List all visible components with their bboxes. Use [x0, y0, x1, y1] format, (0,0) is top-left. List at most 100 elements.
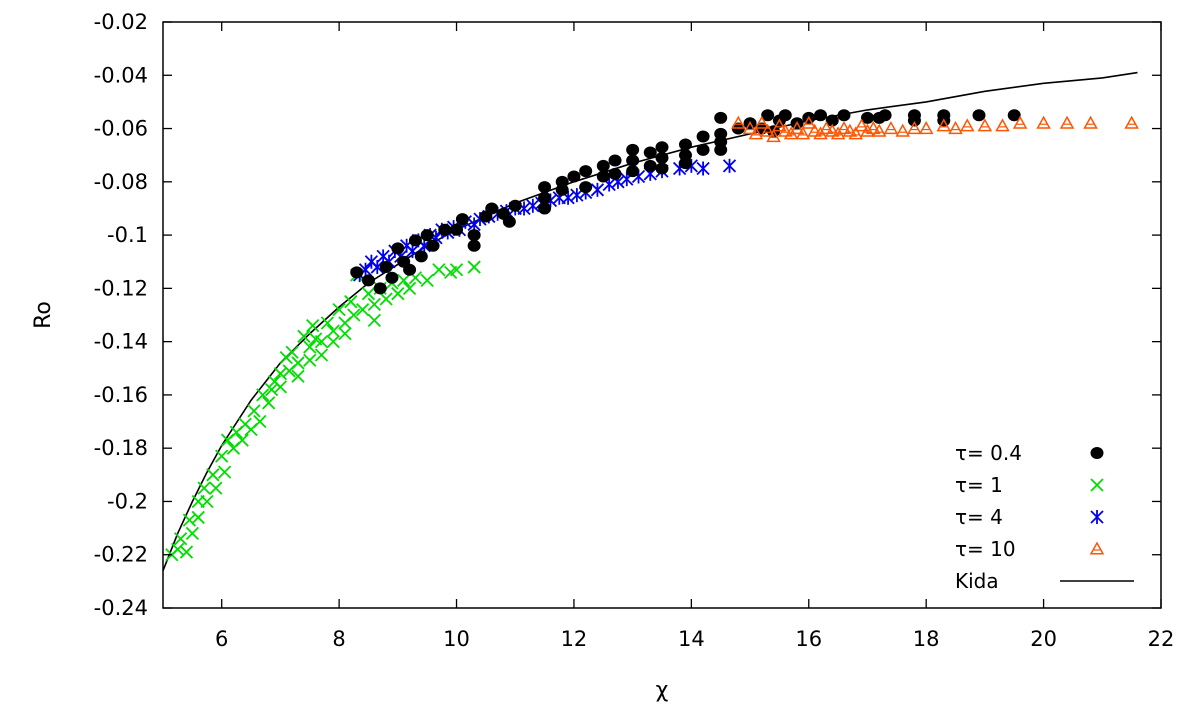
data-point: [285, 345, 299, 359]
data-point: [936, 118, 952, 132]
data-point: [361, 274, 375, 287]
data-point: [467, 239, 481, 252]
data-point: [760, 123, 775, 137]
data-point: [977, 118, 993, 132]
data-point: [655, 151, 669, 164]
x-tick-label: 10: [443, 627, 470, 651]
data-point: [314, 334, 329, 349]
data-point: [191, 510, 205, 525]
plot-frame: [162, 21, 1162, 609]
data-point: [455, 213, 469, 226]
data-point: [373, 282, 387, 295]
data-point: [714, 111, 728, 124]
data-point: [972, 109, 986, 122]
data-point: [320, 316, 335, 330]
data-point: [264, 382, 279, 397]
data-point: [696, 161, 710, 176]
data-point: [215, 449, 229, 463]
data-point: [449, 263, 464, 277]
x-tick-label: 6: [215, 627, 228, 651]
data-point: [590, 182, 605, 197]
data-point: [347, 308, 361, 322]
data-point: [655, 162, 669, 175]
data-point: [538, 181, 552, 194]
data-point: [895, 123, 910, 137]
data-point: [385, 271, 399, 284]
data-point: [1036, 115, 1051, 129]
data-point: [754, 115, 770, 129]
y-tick-label: -0.02: [94, 10, 148, 34]
data-point: [314, 348, 329, 362]
x-tick-label: 18: [913, 627, 940, 651]
data-point: [878, 109, 892, 122]
data-point: [579, 181, 593, 194]
data-point: [200, 494, 214, 509]
data-point: [626, 143, 640, 156]
legend-entry-marker: [1090, 478, 1104, 492]
data-point: [338, 327, 352, 341]
data-point: [218, 465, 232, 479]
data-point: [179, 545, 194, 559]
data-point: [502, 215, 516, 228]
data-point: [778, 123, 793, 137]
legend-entry-label: τ= 10: [955, 537, 1016, 561]
data-point: [538, 191, 552, 204]
data-point: [819, 121, 834, 135]
data-point: [655, 141, 669, 154]
y-tick-label: -0.16: [94, 383, 148, 407]
data-points-layer: [165, 109, 1139, 562]
data-point: [273, 366, 288, 381]
data-point: [1083, 115, 1098, 129]
x-tick-label: 12: [561, 627, 588, 651]
data-point: [391, 242, 405, 255]
data-point: [766, 128, 781, 143]
data-point: [778, 109, 792, 122]
data-point: [883, 121, 899, 135]
data-point: [643, 159, 657, 172]
data-point: [306, 319, 320, 333]
data-point: [256, 388, 270, 402]
data-point: [182, 513, 197, 527]
data-point: [1007, 109, 1021, 122]
data-point: [567, 170, 581, 183]
series-0-points: [350, 109, 1021, 295]
y-tick-label: -0.06: [94, 117, 148, 141]
data-point: [795, 126, 811, 140]
y-tick-label: -0.22: [94, 543, 148, 567]
data-point: [426, 239, 440, 252]
data-point: [291, 356, 305, 370]
data-point: [185, 526, 199, 541]
data-point: [209, 481, 223, 495]
data-point: [714, 143, 728, 156]
data-point: [367, 297, 381, 311]
data-point: [391, 287, 405, 301]
data-point: [854, 118, 869, 132]
data-point: [907, 114, 921, 127]
data-point: [350, 266, 364, 279]
y-tick-label: -0.18: [94, 436, 148, 460]
y-axis-title: Ro: [31, 301, 56, 329]
data-point: [485, 202, 499, 215]
data-point: [748, 126, 764, 140]
y-tick-label: -0.24: [94, 596, 148, 620]
data-point: [508, 199, 522, 212]
data-point: [273, 380, 288, 394]
data-point: [326, 324, 340, 338]
data-point: [742, 121, 758, 135]
legend-entry-marker: [1089, 541, 1105, 555]
data-point: [355, 303, 370, 317]
data-point: [303, 353, 317, 367]
series-1-points: [165, 260, 481, 562]
data-point: [344, 295, 358, 309]
data-point: [608, 154, 622, 167]
data-point: [801, 115, 817, 129]
data-point: [626, 165, 640, 178]
data-point: [731, 115, 746, 129]
data-point: [948, 121, 963, 135]
data-point: [825, 114, 839, 127]
data-point: [555, 183, 569, 196]
x-tick-label: 14: [678, 627, 705, 651]
data-point: [772, 118, 787, 132]
